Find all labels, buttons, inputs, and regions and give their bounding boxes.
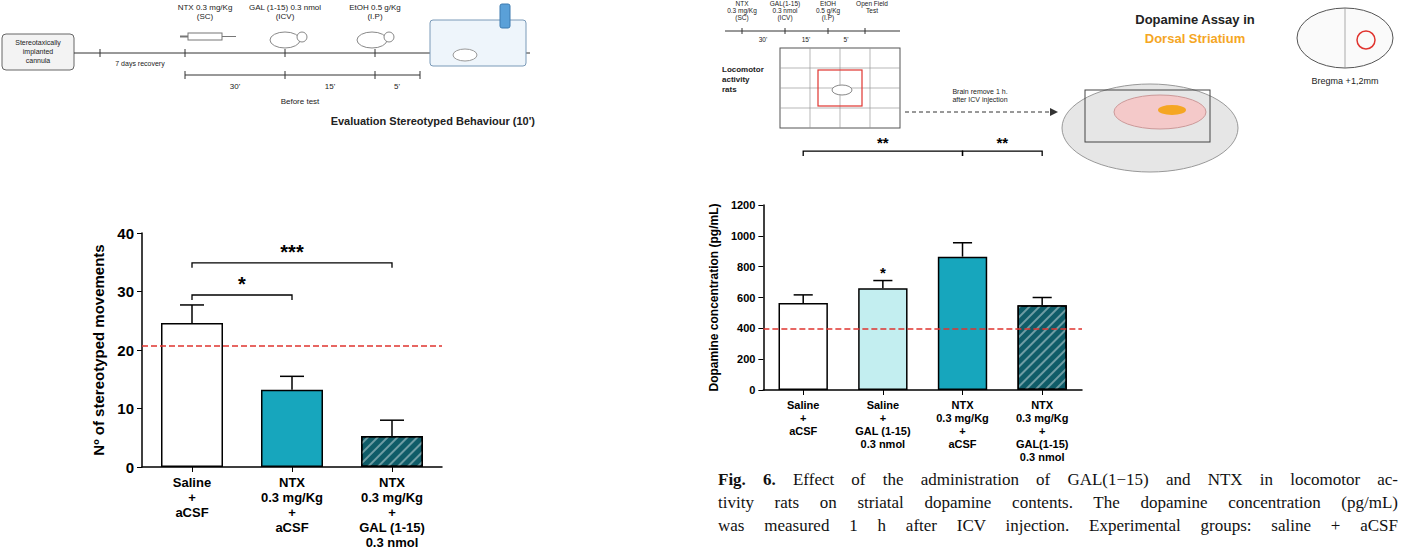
svg-text:(SC): (SC) bbox=[197, 12, 214, 21]
svg-text:Before test: Before test bbox=[281, 97, 320, 106]
svg-text:GAL (1-15) 0.3 nmol: GAL (1-15) 0.3 nmol bbox=[249, 3, 321, 12]
svg-text:5': 5' bbox=[844, 36, 849, 43]
svg-text:aCSF: aCSF bbox=[275, 520, 308, 535]
svg-text:30': 30' bbox=[230, 82, 241, 91]
svg-text:0.3 nmol: 0.3 nmol bbox=[1020, 451, 1065, 463]
svg-text:+: + bbox=[800, 412, 806, 424]
svg-text:GAL(1-15): GAL(1-15) bbox=[769, 0, 801, 7]
svg-text:0.3 nmol: 0.3 nmol bbox=[773, 7, 798, 14]
svg-text:(ICV): (ICV) bbox=[276, 12, 295, 21]
svg-text:10: 10 bbox=[117, 400, 134, 417]
svg-text:7 days recovery: 7 days recovery bbox=[115, 60, 165, 68]
svg-text:0.5 g/Kg: 0.5 g/Kg bbox=[815, 7, 841, 14]
svg-text:cannula: cannula bbox=[26, 57, 51, 64]
svg-text:after ICV injection: after ICV injection bbox=[952, 96, 1007, 104]
svg-text:0.3 nmol: 0.3 nmol bbox=[366, 535, 419, 550]
svg-text:Brain remove 1 h.: Brain remove 1 h. bbox=[952, 88, 1007, 95]
svg-text:GAL(1-15): GAL(1-15) bbox=[1016, 438, 1069, 450]
svg-text:600: 600 bbox=[737, 292, 755, 304]
svg-text:40: 40 bbox=[117, 225, 134, 242]
svg-text:Dorsal Striatium: Dorsal Striatium bbox=[1145, 31, 1245, 46]
svg-text:*: * bbox=[880, 264, 886, 281]
svg-text:5': 5' bbox=[394, 82, 400, 91]
svg-text:+: + bbox=[959, 425, 965, 437]
svg-text:Open Field: Open Field bbox=[856, 0, 888, 7]
svg-text:+: + bbox=[1039, 425, 1045, 437]
svg-text:Saline: Saline bbox=[787, 399, 819, 411]
svg-text:0.3 mg/Kg: 0.3 mg/Kg bbox=[361, 490, 423, 505]
svg-text:Locomotor: Locomotor bbox=[722, 65, 764, 74]
html-text:Fig. 6. Effect of the administ: Fig. 6. Effect of the administration of … bbox=[718, 470, 1398, 489]
svg-text:1200: 1200 bbox=[731, 199, 755, 211]
svg-text:**: ** bbox=[996, 134, 1008, 151]
svg-text:NTX: NTX bbox=[736, 0, 750, 7]
svg-text:200: 200 bbox=[737, 353, 755, 365]
svg-text:NTX: NTX bbox=[279, 475, 305, 490]
svg-text:0: 0 bbox=[749, 384, 755, 396]
svg-text:0.3 mg/Kg: 0.3 mg/Kg bbox=[936, 412, 989, 424]
svg-text:Evaluation Stereotyped Behavio: Evaluation Stereotyped Behaviour (10') bbox=[331, 115, 536, 127]
svg-text:(I.P): (I.P) bbox=[367, 12, 382, 21]
svg-text:GAL (1-15): GAL (1-15) bbox=[359, 520, 425, 535]
svg-text:Test: Test bbox=[866, 7, 878, 14]
svg-text:aCSF: aCSF bbox=[175, 505, 208, 520]
svg-text:NTX 0.3 mg/Kg: NTX 0.3 mg/Kg bbox=[178, 3, 233, 12]
html-text:tivity rats on striatal dopami: tivity rats on striatal dopamine content… bbox=[718, 493, 1398, 512]
svg-text:800: 800 bbox=[737, 261, 755, 273]
svg-text:Saline: Saline bbox=[867, 399, 899, 411]
svg-text:activity: activity bbox=[722, 75, 750, 84]
svg-text:(ICV): (ICV) bbox=[777, 14, 792, 22]
svg-text:implanted: implanted bbox=[23, 48, 53, 56]
svg-text:NTX: NTX bbox=[952, 399, 975, 411]
svg-text:Dopamine concentration (pg/mL): Dopamine concentration (pg/mL) bbox=[707, 203, 721, 391]
svg-text:+: + bbox=[288, 505, 296, 520]
svg-text:EtOH: EtOH bbox=[820, 0, 836, 7]
svg-text:30: 30 bbox=[117, 283, 134, 300]
svg-text:aCSF: aCSF bbox=[789, 425, 817, 437]
svg-text:0: 0 bbox=[126, 459, 134, 476]
svg-text:rats: rats bbox=[722, 85, 737, 94]
svg-text:GAL (1-15): GAL (1-15) bbox=[855, 425, 911, 437]
svg-text:*: * bbox=[238, 273, 246, 295]
svg-text:0.3 mg/Kg: 0.3 mg/Kg bbox=[727, 7, 757, 14]
html-text:was measured 1 h after ICV inj: was measured 1 h after ICV injection. Ex… bbox=[718, 516, 1398, 535]
svg-text:0.3 nmol: 0.3 nmol bbox=[861, 438, 906, 450]
svg-text:(I.P): (I.P) bbox=[822, 14, 834, 22]
svg-text:1000: 1000 bbox=[731, 230, 755, 242]
svg-text:Dopamine Assay in: Dopamine Assay in bbox=[1135, 12, 1255, 27]
svg-text:Stereotaxically: Stereotaxically bbox=[15, 39, 61, 47]
svg-text:20: 20 bbox=[117, 342, 134, 359]
svg-text:15': 15' bbox=[802, 36, 810, 43]
svg-text:400: 400 bbox=[737, 322, 755, 334]
svg-text:NTX: NTX bbox=[1031, 399, 1054, 411]
svg-text:(SC): (SC) bbox=[735, 14, 748, 22]
svg-text:Nº of stereotyped movements: Nº of stereotyped movements bbox=[90, 244, 107, 455]
svg-text:Bregma +1,2mm: Bregma +1,2mm bbox=[1312, 76, 1379, 86]
svg-text:0.3 mg/Kg: 0.3 mg/Kg bbox=[261, 490, 323, 505]
svg-text:**: ** bbox=[877, 134, 889, 151]
svg-text:+: + bbox=[388, 505, 396, 520]
svg-text:NTX: NTX bbox=[379, 475, 405, 490]
svg-text:EtOH 0.5 g/Kg: EtOH 0.5 g/Kg bbox=[349, 3, 401, 12]
svg-text:15': 15' bbox=[325, 82, 336, 91]
svg-text:+: + bbox=[188, 490, 196, 505]
svg-text:Saline: Saline bbox=[173, 475, 211, 490]
svg-text:+: + bbox=[880, 412, 886, 424]
svg-text:30': 30' bbox=[759, 36, 767, 43]
svg-text:***: *** bbox=[280, 241, 304, 263]
svg-text:0.3 mg/Kg: 0.3 mg/Kg bbox=[1016, 412, 1069, 424]
svg-text:aCSF: aCSF bbox=[948, 438, 976, 450]
